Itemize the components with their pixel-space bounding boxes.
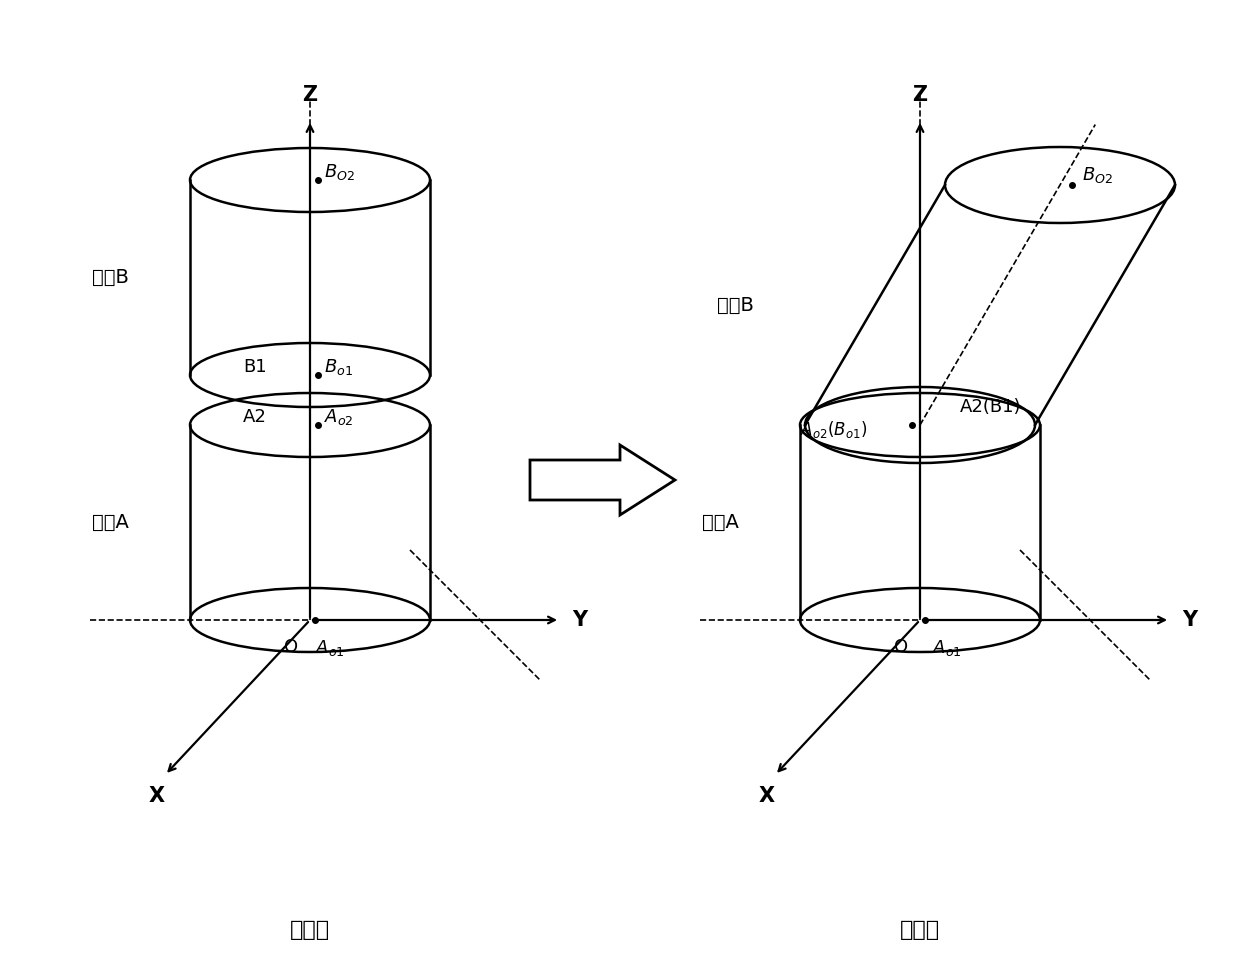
Text: O: O [284,638,298,656]
Text: Y: Y [572,610,587,630]
Text: 转子A: 转子A [702,513,739,532]
Text: $B_{o1}$: $B_{o1}$ [324,357,353,377]
Text: 转子B: 转子B [92,268,129,287]
Text: $A_{o1}$: $A_{o1}$ [932,638,962,658]
Text: Y: Y [1182,610,1197,630]
Text: 装配前: 装配前 [290,920,330,940]
Text: 转子B: 转子B [717,296,754,314]
Text: $A_{o1}$: $A_{o1}$ [315,638,345,658]
Text: A2: A2 [243,408,267,426]
Text: X: X [759,786,775,806]
Text: B1: B1 [243,358,267,376]
Text: Z: Z [303,85,317,105]
Text: 装配后: 装配后 [900,920,940,940]
Text: $B_{O2}$: $B_{O2}$ [324,162,355,182]
Text: A2(B1): A2(B1) [960,398,1022,416]
Polygon shape [529,445,675,515]
Text: O: O [894,638,908,656]
Text: Z: Z [913,85,928,105]
Text: 转子A: 转子A [92,513,129,532]
Text: $B_{O2}$: $B_{O2}$ [1083,165,1114,185]
Text: $A_{o2}$: $A_{o2}$ [324,407,353,427]
Text: $A_{o2}(B_{o1})$: $A_{o2}(B_{o1})$ [800,419,867,441]
Text: X: X [149,786,165,806]
